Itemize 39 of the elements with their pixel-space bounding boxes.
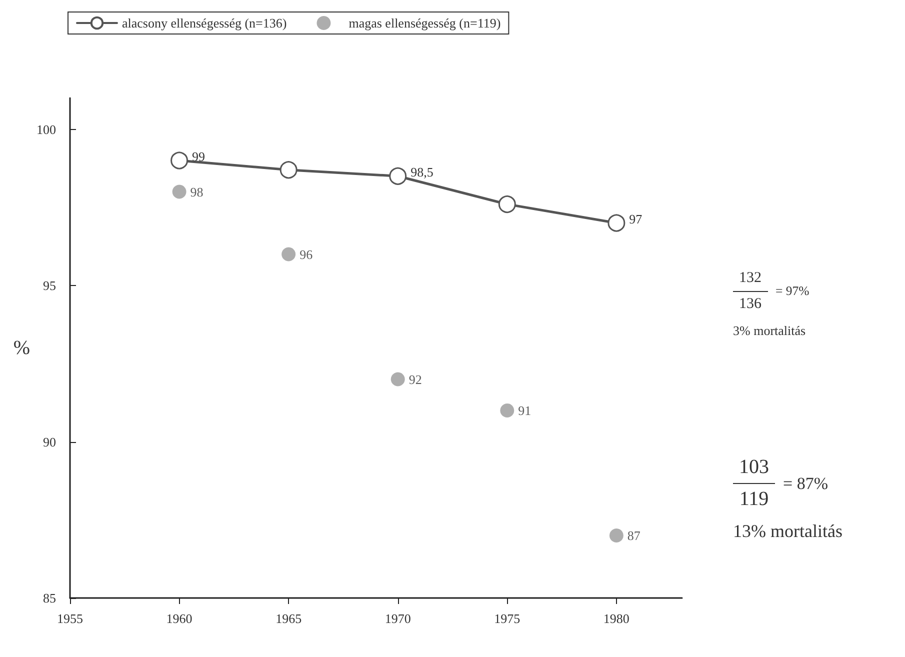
point [280, 161, 298, 179]
text: 103 [733, 456, 775, 484]
data-label: 87 [627, 528, 641, 543]
point [498, 196, 516, 213]
x-tick-label: 1980 [603, 611, 630, 626]
text: 13% mortalitás [733, 521, 842, 542]
point [389, 167, 407, 185]
text: 3% mortalitás [733, 323, 807, 339]
point [500, 404, 514, 418]
text: 119 [739, 487, 769, 511]
data-label: 97 [629, 212, 643, 226]
point [608, 214, 626, 232]
point [282, 247, 296, 262]
text: 132 [733, 270, 768, 292]
point [390, 372, 405, 386]
point [172, 184, 186, 199]
x-tick-label: 1975 [494, 611, 520, 626]
text: 136 [739, 295, 762, 313]
text: = 97% [776, 284, 810, 299]
x-tick-label: 1970 [384, 611, 411, 626]
text: = 87% [783, 474, 828, 494]
y-tick-label: 85 [43, 590, 56, 606]
point [609, 528, 624, 542]
data-label: 92 [408, 372, 422, 387]
y-tick-label: 100 [36, 122, 56, 137]
data-label: 91 [518, 403, 532, 418]
data-label: 96 [300, 246, 314, 262]
legend-label: magas ellenségesség (n=119) [348, 16, 501, 30]
point [170, 152, 188, 170]
y-axis-title: % [13, 337, 30, 359]
data-label: 98,5 [410, 164, 434, 180]
y-tick-label: 95 [43, 278, 56, 293]
x-tick-label: 1960 [166, 611, 192, 626]
legend-label: alacsony ellenségesség (n=136) [122, 16, 287, 30]
y-tick-label: 90 [43, 434, 56, 450]
x-tick-label: 1965 [276, 611, 302, 626]
x-tick-label: 1955 [57, 611, 83, 626]
data-label: 98 [190, 184, 204, 200]
data-label: 99 [192, 149, 206, 164]
